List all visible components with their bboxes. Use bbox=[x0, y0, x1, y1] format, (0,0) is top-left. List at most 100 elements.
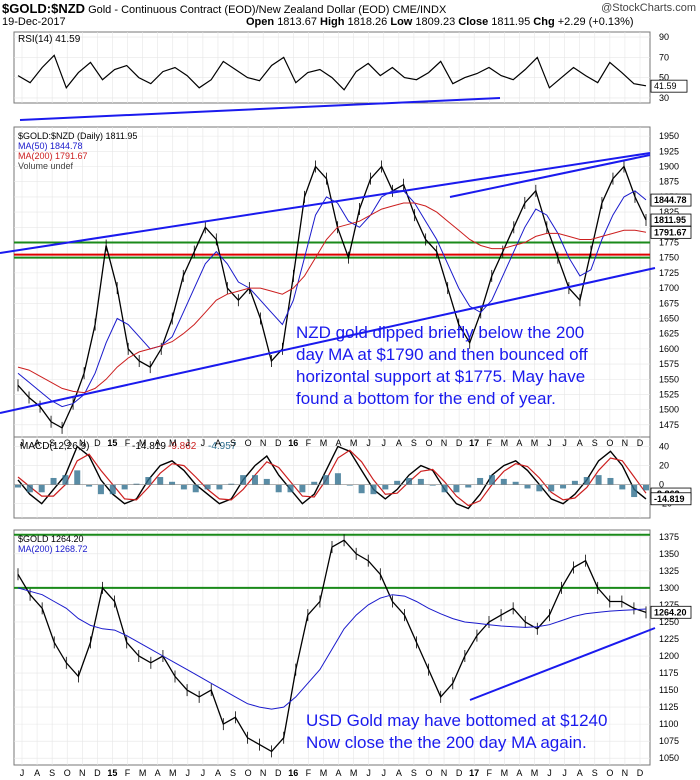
y-tick-label-rsi: 30 bbox=[659, 93, 669, 103]
y-tick-label-usd_gold: 1275 bbox=[659, 600, 679, 610]
high-value: 1818.26 bbox=[347, 16, 388, 28]
macd-histogram-bar bbox=[121, 484, 128, 490]
panel-frame-usd_gold bbox=[13, 529, 651, 766]
macd-histogram-bar bbox=[15, 484, 21, 488]
y-tick-label-main: 1575 bbox=[659, 359, 679, 369]
macd-histogram-bar bbox=[169, 481, 176, 485]
x-axis-label-mid: J bbox=[547, 438, 552, 448]
open-value: 1813.67 bbox=[277, 16, 317, 28]
x-axis-label-bottom: M bbox=[531, 768, 539, 778]
x-axis-label-mid: A bbox=[396, 438, 402, 448]
macd-legend: -4.957 bbox=[208, 441, 237, 452]
macd-histogram-bar bbox=[465, 484, 472, 488]
rsi-legend: RSI(14) 41.59 bbox=[18, 34, 81, 45]
x-axis-label-bottom: O bbox=[425, 768, 432, 778]
x-axis-label-bottom: O bbox=[606, 768, 613, 778]
y-tick-label-usd_gold: 1150 bbox=[659, 685, 678, 695]
macd-histogram-bar bbox=[477, 477, 484, 485]
y-tick-label-main: 1950 bbox=[659, 131, 679, 141]
usd-support-trendline bbox=[469, 627, 656, 701]
macd-histogram-bar bbox=[133, 483, 140, 485]
x-axis-label-bottom: 16 bbox=[288, 768, 298, 778]
x-axis-label-bottom: S bbox=[49, 768, 55, 778]
panel-frame-macd bbox=[13, 436, 651, 519]
macd-histogram-bar bbox=[287, 484, 294, 493]
y-tick-label-usd_gold: 1175 bbox=[659, 668, 678, 678]
macd-histogram-bar bbox=[251, 475, 258, 485]
chart-date: 19-Dec-2017 bbox=[2, 16, 66, 28]
x-axis-label-bottom: A bbox=[34, 768, 40, 778]
y-tick-label-usd_gold: 1300 bbox=[659, 583, 679, 593]
price-tag-label: 1791.67 bbox=[654, 227, 687, 237]
x-axis-label-bottom: F bbox=[306, 768, 312, 778]
legend-entry: $GOLD 1264.20 bbox=[18, 534, 84, 544]
y-tick-label-main: 1525 bbox=[659, 389, 679, 399]
macd-histogram-bar bbox=[299, 484, 306, 493]
macd-histogram-bar bbox=[488, 475, 495, 485]
x-axis-label-mid: F bbox=[125, 438, 131, 448]
macd-histogram-bar bbox=[524, 484, 531, 489]
price-tag bbox=[650, 225, 692, 239]
macd-histogram-bar bbox=[500, 478, 507, 485]
macd-histogram-bar bbox=[334, 473, 341, 485]
y-tick-label-main: 1700 bbox=[659, 283, 679, 293]
y-tick-label-main: 1550 bbox=[659, 374, 679, 384]
x-axis-label-mid: 15 bbox=[107, 438, 117, 448]
y-tick-label-macd: 40 bbox=[659, 442, 669, 452]
macd-legend: -14.819 bbox=[132, 441, 166, 452]
x-axis-label-mid: M bbox=[169, 438, 177, 448]
macd-histogram-bar bbox=[417, 478, 424, 485]
y-tick-label-rsi: 50 bbox=[659, 73, 669, 83]
macd-histogram-bar bbox=[595, 475, 602, 485]
rsi-value-tag bbox=[650, 79, 688, 93]
x-axis-label-mid: J bbox=[201, 438, 206, 448]
macd-legend: -9.862 bbox=[168, 441, 197, 452]
y-tick-label-main: 1475 bbox=[659, 420, 679, 430]
x-axis-label-mid: A bbox=[516, 438, 522, 448]
y-tick-label-main: 1625 bbox=[659, 329, 679, 339]
ohlc-readout: Open 1813.67 High 1818.26 Low 1809.23 Cl… bbox=[246, 16, 634, 28]
macd-histogram-bar bbox=[619, 484, 626, 490]
annotation-text: Now close the the 200 day MA again. bbox=[306, 733, 587, 752]
x-axis-label-mid: D bbox=[275, 438, 282, 448]
macd-histogram-bar bbox=[382, 484, 389, 490]
x-axis-label-mid: S bbox=[230, 438, 236, 448]
y-tick-label-main: 1500 bbox=[659, 405, 679, 415]
x-axis-label-mid: M bbox=[501, 438, 509, 448]
x-axis-label-bottom: N bbox=[79, 768, 86, 778]
y-tick-label-usd_gold: 1075 bbox=[659, 736, 679, 746]
y-tick-label-main: 1675 bbox=[659, 298, 679, 308]
x-axis-label-bottom: A bbox=[155, 768, 161, 778]
x-axis-label-mid: D bbox=[637, 438, 644, 448]
macd-histogram-bar bbox=[583, 477, 590, 485]
x-axis-label-bottom: A bbox=[396, 768, 402, 778]
x-axis-label-bottom: S bbox=[230, 768, 236, 778]
macd-histogram-bar bbox=[97, 484, 104, 495]
chart-header: $GOLD:$NZD Gold - Continuous Contract (EO… bbox=[0, 0, 700, 30]
x-axis-label-bottom: F bbox=[487, 768, 493, 778]
x-axis-label-bottom: D bbox=[456, 768, 463, 778]
x-axis-label-bottom: A bbox=[336, 768, 342, 778]
x-axis-label-bottom: S bbox=[411, 768, 417, 778]
x-axis-label-mid: A bbox=[34, 438, 40, 448]
upper-trendline bbox=[0, 152, 651, 254]
annotation-text: NZD gold dipped briefly below the 200 bbox=[296, 323, 584, 342]
x-axis-label-bottom: N bbox=[441, 768, 448, 778]
macd-histogram-bar bbox=[228, 483, 235, 485]
macd-histogram-bar bbox=[38, 484, 45, 493]
x-axis-label-bottom: J bbox=[562, 768, 567, 778]
y-tick-label-main: 1925 bbox=[659, 146, 679, 156]
annotation-text: horizontal support at $1775. May have bbox=[296, 367, 585, 386]
close-value: 1811.95 bbox=[491, 16, 531, 28]
macd-histogram-bar bbox=[192, 484, 199, 493]
y-tick-label-main: 1775 bbox=[659, 237, 679, 247]
legend-entry: MA(200) 1791.67 bbox=[18, 151, 88, 161]
price-tag-label: 1264.20 bbox=[654, 607, 687, 617]
x-axis-label-mid: M bbox=[350, 438, 358, 448]
macd-legend: MACD(12,26,9) bbox=[20, 441, 89, 452]
price-tag-label: -14.819 bbox=[654, 494, 685, 504]
legend-entry: MA(200) 1268.72 bbox=[18, 544, 88, 554]
annotation-text: day MA at $1790 and then bounced off bbox=[296, 345, 588, 364]
x-axis-label-bottom: 15 bbox=[107, 768, 117, 778]
